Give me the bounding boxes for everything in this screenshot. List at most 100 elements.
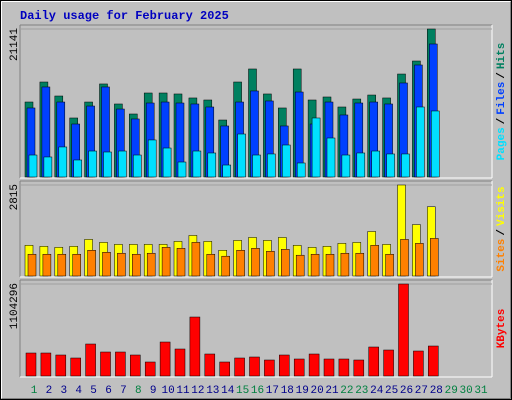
legend: Sites / Visits xyxy=(496,186,508,271)
bar xyxy=(117,252,126,277)
bar xyxy=(295,254,305,277)
bar xyxy=(73,159,82,178)
bar xyxy=(251,248,260,277)
bar xyxy=(27,253,37,277)
x-tick-label: 23 xyxy=(355,385,368,397)
bar xyxy=(133,154,142,178)
x-tick-label: 3 xyxy=(60,385,67,397)
bar xyxy=(132,253,141,277)
x-tick-label: 6 xyxy=(105,385,112,397)
bar xyxy=(177,161,187,178)
bar xyxy=(338,358,350,377)
x-tick-label: 22 xyxy=(340,385,353,397)
bar xyxy=(87,250,96,277)
chart-title: Daily usage for February 2025 xyxy=(20,9,229,23)
bar xyxy=(383,349,394,377)
bar xyxy=(206,253,216,277)
bar xyxy=(40,352,52,377)
bar xyxy=(236,250,245,277)
bar xyxy=(159,341,171,377)
bar xyxy=(102,252,111,277)
bar xyxy=(281,249,290,277)
x-tick-label: 8 xyxy=(135,385,142,397)
bar xyxy=(415,243,424,277)
bar xyxy=(42,253,52,277)
bar xyxy=(385,253,394,277)
bar xyxy=(416,106,425,178)
x-tick-label: 27 xyxy=(415,385,428,397)
bar xyxy=(191,242,201,277)
bar xyxy=(282,144,291,178)
x-tick-label: 19 xyxy=(296,385,309,397)
bar xyxy=(279,354,290,377)
x-tick-label: 26 xyxy=(400,385,413,397)
bar xyxy=(192,150,202,178)
bar xyxy=(370,245,379,277)
x-tick-label: 31 xyxy=(474,385,488,397)
bar xyxy=(428,345,439,377)
x-tick-label: 9 xyxy=(150,385,157,397)
x-tick-label: 16 xyxy=(251,385,264,397)
bar xyxy=(85,343,96,377)
x-tick-label: 7 xyxy=(120,385,127,397)
bar xyxy=(430,238,439,277)
bar xyxy=(413,350,424,377)
bar xyxy=(103,151,112,178)
bar xyxy=(355,252,365,277)
bar xyxy=(356,152,366,178)
bar xyxy=(176,248,186,277)
x-tick-label: 21 xyxy=(325,385,339,397)
x-tick-label: 30 xyxy=(459,385,472,397)
bar xyxy=(130,354,141,377)
bar xyxy=(401,153,410,178)
bar xyxy=(431,110,440,178)
bar xyxy=(308,353,320,377)
bar xyxy=(264,359,275,377)
bar xyxy=(398,283,409,377)
bar xyxy=(28,154,38,178)
x-tick-label: 13 xyxy=(206,385,219,397)
x-tick-label: 20 xyxy=(310,385,323,397)
legend-separator: / xyxy=(496,229,508,236)
bar xyxy=(43,156,53,178)
legend: KBytes xyxy=(496,309,508,349)
bar xyxy=(146,252,156,277)
bar xyxy=(400,239,409,277)
bar xyxy=(296,162,306,178)
legend-separator: / xyxy=(496,117,508,124)
bar xyxy=(323,358,335,377)
bar xyxy=(267,153,276,178)
bar xyxy=(118,150,127,178)
y-tick-label: 2815 xyxy=(9,184,21,210)
y-tick-label: 1104296 xyxy=(9,283,21,329)
bar xyxy=(341,154,351,178)
x-tick-label: 14 xyxy=(221,385,235,397)
x-tick-label: 1 xyxy=(31,385,38,397)
bar xyxy=(237,133,246,178)
bar xyxy=(222,164,231,178)
bar xyxy=(326,137,336,178)
bar xyxy=(368,346,379,377)
bar xyxy=(25,352,37,377)
y-tick-label: 21141 xyxy=(9,28,21,61)
x-tick-label: 29 xyxy=(445,385,458,397)
legend-entry: Sites xyxy=(496,239,508,272)
x-tick-label: 28 xyxy=(430,385,443,397)
bar xyxy=(161,247,171,277)
x-tick-label: 2 xyxy=(46,385,53,397)
bar xyxy=(311,117,321,178)
bar xyxy=(57,253,67,277)
bar xyxy=(189,316,201,377)
bar xyxy=(100,351,111,377)
bar xyxy=(325,253,335,277)
bar xyxy=(58,146,68,178)
legend-entry: Pages xyxy=(496,127,508,160)
bar xyxy=(371,150,380,178)
x-tick-label: 12 xyxy=(191,385,204,397)
bar xyxy=(147,139,157,178)
x-tick-label: 25 xyxy=(385,385,398,397)
legend-separator: / xyxy=(496,72,508,79)
x-tick-label: 4 xyxy=(75,385,82,397)
bar xyxy=(72,253,81,277)
